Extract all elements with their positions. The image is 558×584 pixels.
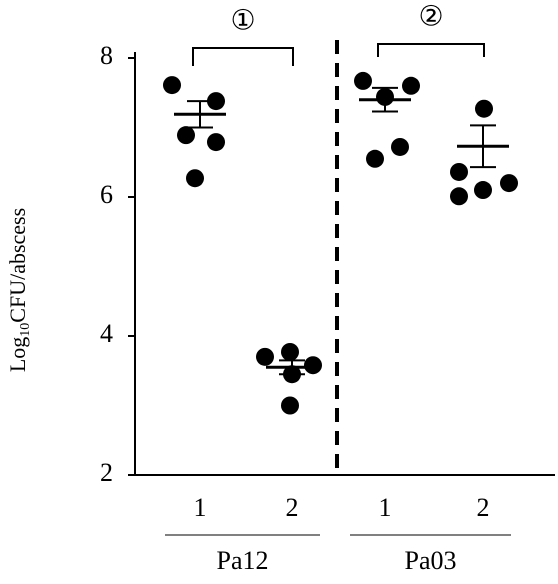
y-tick-label: 6 bbox=[100, 180, 113, 209]
dot bbox=[474, 181, 492, 200]
bracket bbox=[192, 47, 294, 66]
x-tick-label: 2 bbox=[477, 493, 490, 522]
dot bbox=[391, 137, 409, 156]
dot bbox=[450, 162, 468, 181]
dot bbox=[177, 126, 195, 145]
x-tick-label: 1 bbox=[194, 493, 207, 522]
y-axis-label: Log10CFU/abscess bbox=[5, 208, 33, 372]
error-bar bbox=[372, 86, 398, 113]
dot bbox=[163, 76, 181, 95]
annotation: ① bbox=[230, 5, 255, 36]
annotation: ② bbox=[418, 1, 443, 32]
dot bbox=[500, 174, 518, 193]
dot bbox=[366, 149, 384, 168]
dot bbox=[256, 347, 274, 366]
error-bar bbox=[279, 359, 305, 376]
group-label: Pa12 bbox=[217, 546, 269, 575]
dot bbox=[207, 92, 225, 111]
y-tick-label: 2 bbox=[100, 458, 113, 487]
dot bbox=[475, 99, 493, 118]
bracket bbox=[377, 43, 485, 57]
dot bbox=[450, 187, 468, 206]
dot bbox=[281, 342, 299, 361]
x-tick-label: 2 bbox=[286, 493, 299, 522]
error-bar bbox=[187, 100, 213, 129]
y-tick-label: 8 bbox=[100, 41, 113, 70]
y-label-suffix: CFU/abscess bbox=[5, 208, 30, 323]
error-bar bbox=[470, 124, 496, 169]
dot bbox=[354, 71, 372, 90]
dot bbox=[281, 396, 299, 415]
y-tick-label: 4 bbox=[100, 319, 113, 348]
dot bbox=[186, 169, 204, 188]
y-label-subscript: 10 bbox=[18, 323, 33, 337]
dot bbox=[207, 133, 225, 152]
dot bbox=[304, 356, 322, 375]
dot bbox=[402, 76, 420, 95]
y-label-prefix: Log bbox=[5, 337, 30, 372]
x-tick-label: 1 bbox=[379, 493, 392, 522]
group-label: Pa03 bbox=[405, 546, 457, 575]
